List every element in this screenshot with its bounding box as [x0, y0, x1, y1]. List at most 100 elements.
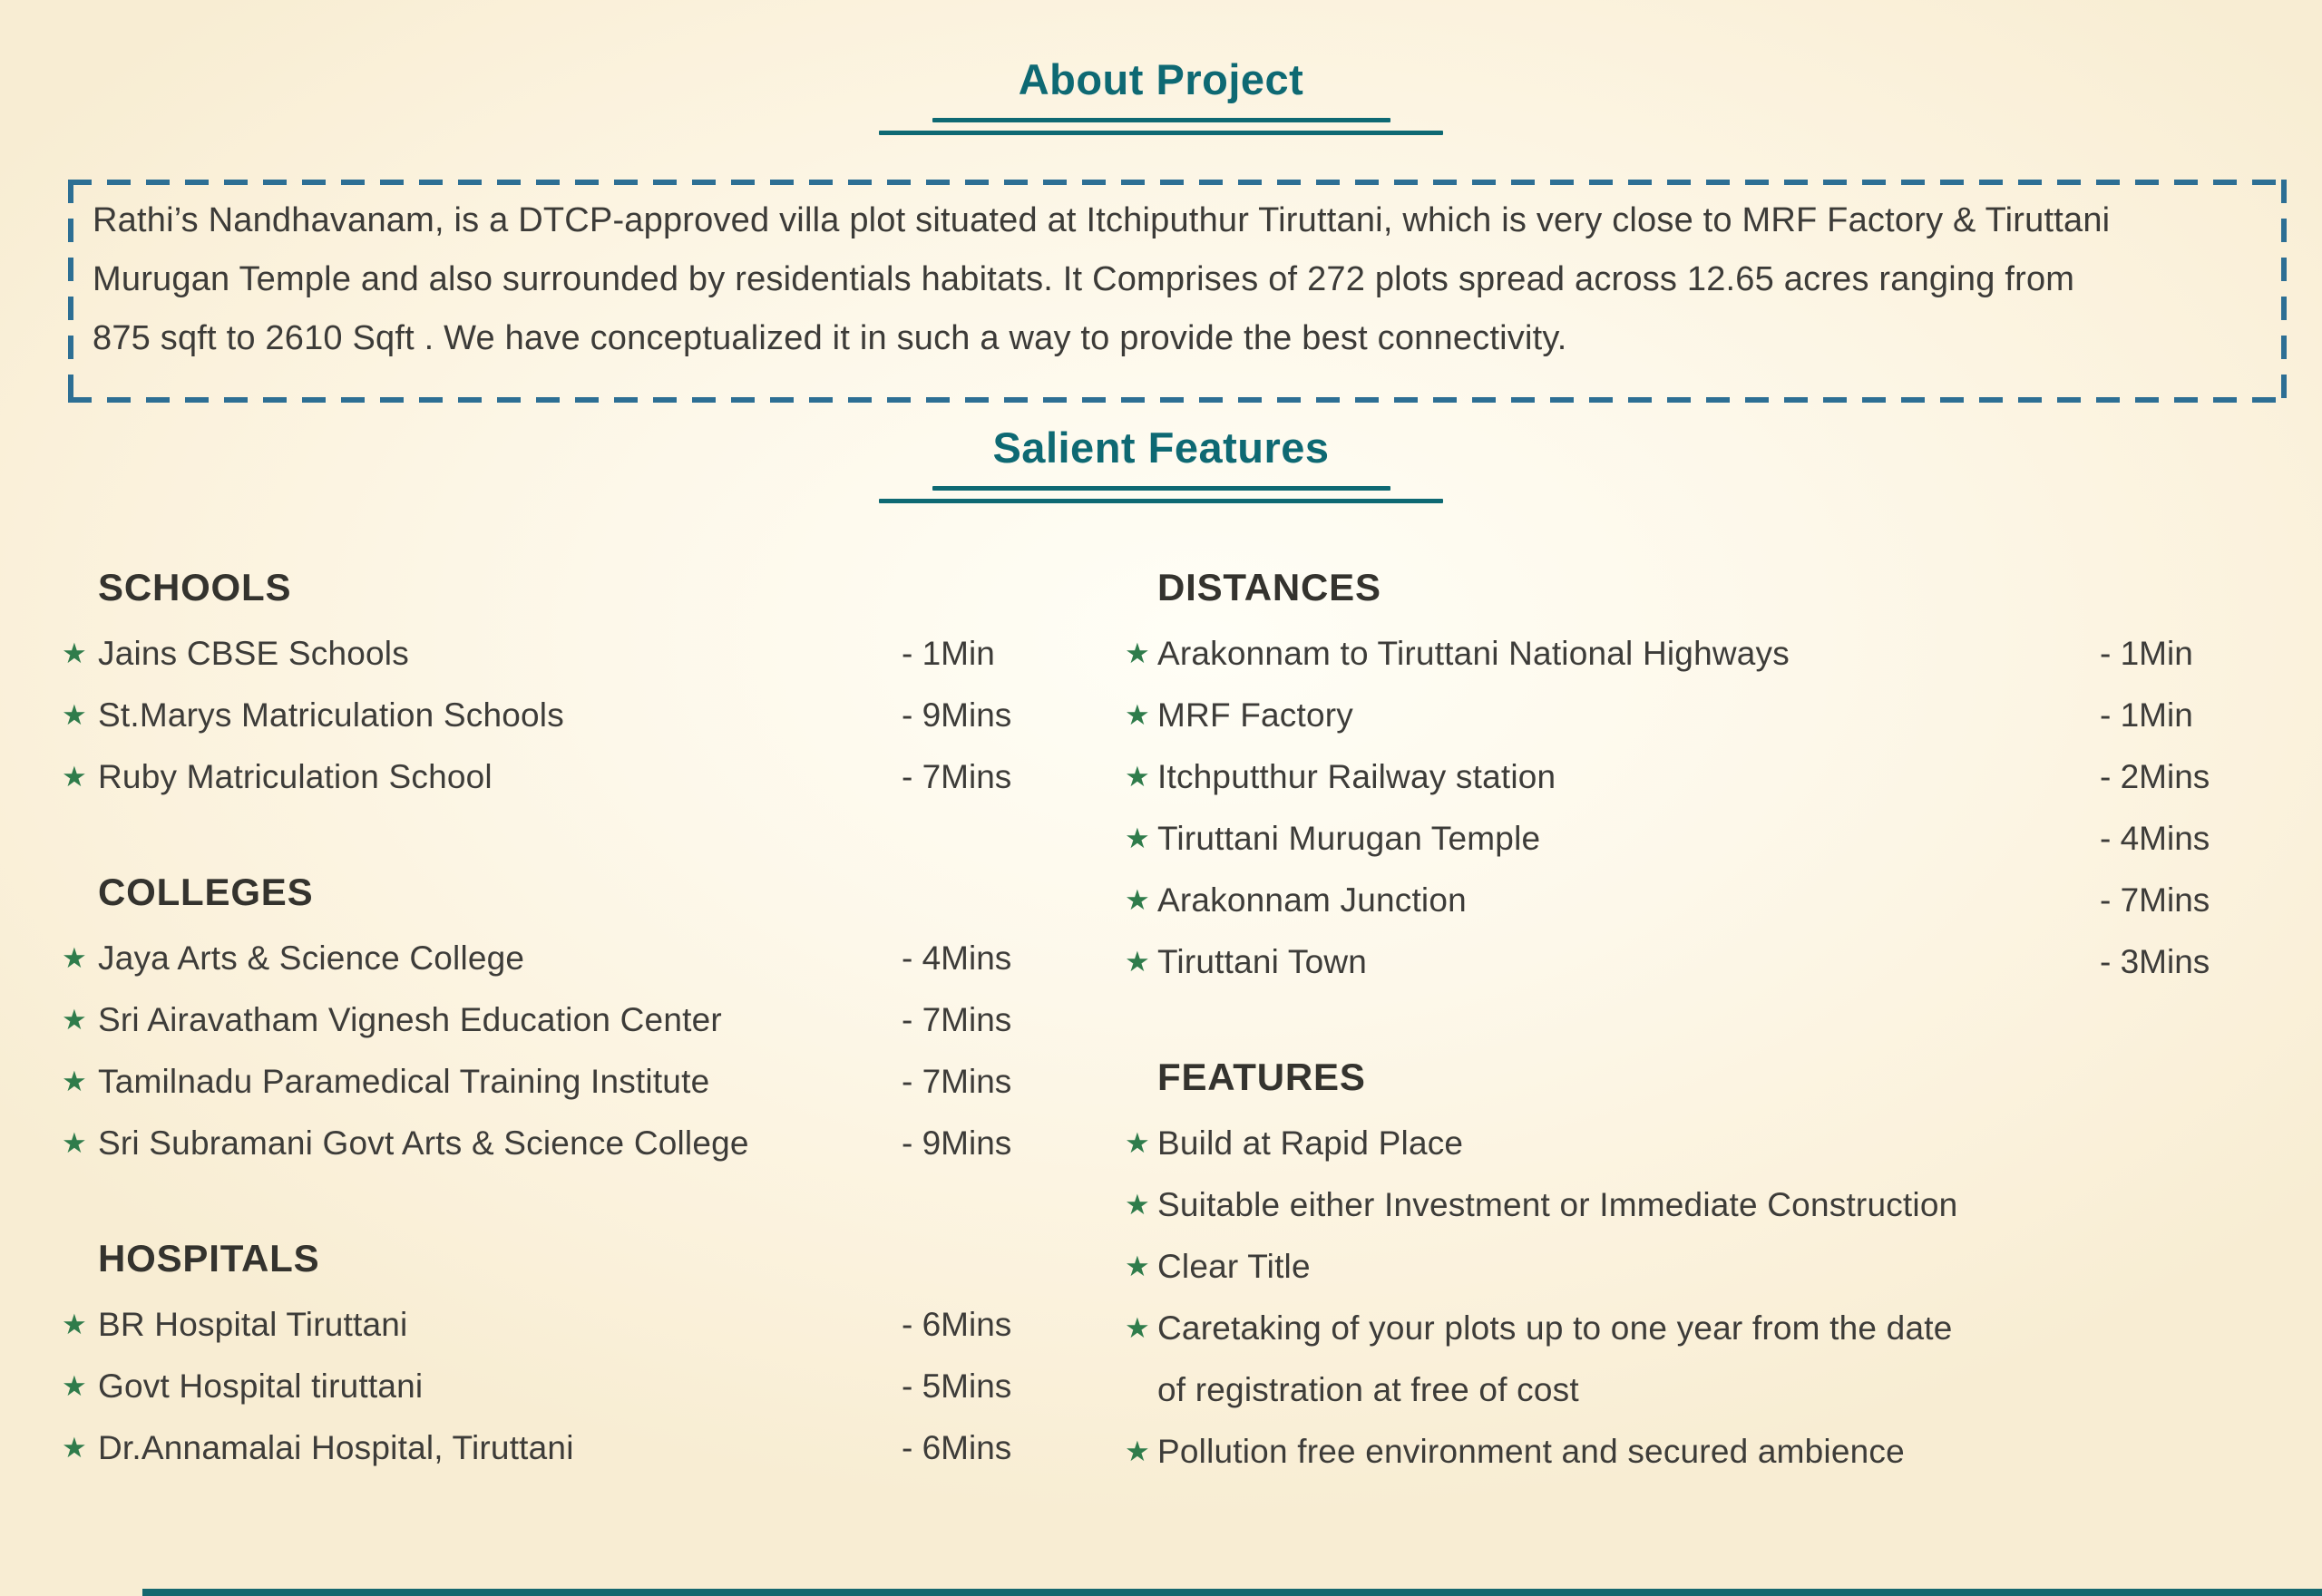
- list-item: ★ Pollution free environment and secured …: [1125, 1421, 2245, 1483]
- salient-features-title-block: Salient Features: [0, 423, 2322, 503]
- item-label: Sri Airavatham Vignesh Education Center: [98, 1001, 722, 1038]
- star-icon: ★: [62, 1127, 87, 1159]
- list-item: ★ MRF Factory - 1Min: [1125, 685, 2245, 746]
- salient-title-underline-long: [879, 499, 1443, 503]
- dashed-border-top: [68, 180, 2287, 185]
- right-column: DISTANCES ★ Arakonnam to Tiruttani Nationa…: [1125, 556, 2245, 1483]
- item-label: Pollution free environment and secured a…: [1157, 1421, 2245, 1483]
- list-item: ★ Sri Airavatham Vignesh Education Center…: [62, 989, 1021, 1051]
- salient-features-title: Salient Features: [992, 423, 1330, 472]
- star-icon: ★: [1125, 1312, 1150, 1344]
- list-item: ★ Caretaking of your plots up to one year…: [1125, 1298, 2245, 1421]
- section-heading: FEATURES: [1157, 1056, 1366, 1098]
- item-label: MRF Factory: [1157, 696, 1353, 734]
- star-icon: ★: [62, 761, 87, 793]
- list-item: ★ Ruby Matriculation School - 7Mins: [62, 746, 1021, 808]
- item-label: Ruby Matriculation School: [98, 758, 493, 795]
- star-icon: ★: [1125, 1435, 1150, 1467]
- star-icon: ★: [1125, 637, 1150, 669]
- item-time: - 7Mins: [902, 1063, 1012, 1100]
- item-label-line: Build at Rapid Place: [1157, 1124, 1464, 1162]
- left-column: SCHOOLS ★ Jains CBSE Schools - 1Min ★ St.Mary…: [62, 556, 1021, 1479]
- about-title: About Project: [1018, 55, 1304, 103]
- item-label: Suitable either Investment or Immediate …: [1157, 1174, 2245, 1236]
- about-description-box: Rathi’s Nandhavanam, is a DTCP-approved …: [68, 180, 2287, 403]
- list-item: ★ Arakonnam to Tiruttani National Highway…: [1125, 623, 2245, 685]
- star-icon: ★: [62, 699, 87, 731]
- item-label: Tiruttani Town: [1157, 943, 1368, 980]
- item-label-line: Clear Title: [1157, 1248, 1311, 1285]
- item-label: Govt Hospital tiruttani: [98, 1367, 424, 1405]
- section-heading: SCHOOLS: [98, 566, 292, 608]
- about-description-line: 875 sqft to 2610 Sqft . We have conceptu…: [93, 319, 1567, 357]
- about-title-block: About Project: [0, 54, 2322, 135]
- item-label-line: Caretaking of your plots up to one year …: [1157, 1309, 1953, 1347]
- item-label: Sri Subramani Govt Arts & Science Colleg…: [98, 1124, 749, 1162]
- list-item: ★ Tiruttani Town - 3Mins: [1125, 931, 2245, 993]
- item-label: Itchputthur Railway station: [1157, 758, 1556, 795]
- dashed-border-left: [68, 180, 73, 403]
- item-time: - 1Min: [2100, 696, 2193, 734]
- list-item: ★ Itchputthur Railway station - 2Mins: [1125, 746, 2245, 808]
- star-icon: ★: [1125, 946, 1150, 978]
- about-description-line: Rathi’s Nandhavanam, is a DTCP-approved …: [93, 201, 2111, 239]
- list-item: ★ Dr.Annamalai Hospital, Tiruttani - 6Mins: [62, 1417, 1021, 1479]
- about-description: Rathi’s Nandhavanam, is a DTCP-approved …: [68, 180, 2287, 368]
- bottom-accent-bar: [142, 1589, 2322, 1596]
- section-heading: COLLEGES: [98, 871, 314, 913]
- salient-title-underline-short: [932, 486, 1390, 491]
- item-label: St.Marys Matriculation Schools: [98, 696, 564, 734]
- list-item: ★ Govt Hospital tiruttani - 5Mins: [62, 1356, 1021, 1417]
- star-icon: ★: [1125, 1127, 1150, 1159]
- item-time: - 4Mins: [902, 939, 1012, 977]
- section-heading: HOSPITALS: [98, 1237, 320, 1280]
- star-icon: ★: [1125, 1189, 1150, 1221]
- list-item: ★ Jaya Arts & Science College - 4Mins: [62, 928, 1021, 989]
- list-item: ★ St.Marys Matriculation Schools - 9Mins: [62, 685, 1021, 746]
- item-time: - 1Min: [902, 635, 995, 672]
- star-icon: ★: [1125, 822, 1150, 854]
- section-heading: DISTANCES: [1157, 566, 1381, 608]
- item-time: - 6Mins: [902, 1429, 1012, 1466]
- item-label: Clear Title: [1157, 1236, 2245, 1298]
- star-icon: ★: [62, 1370, 87, 1402]
- star-icon: ★: [1125, 761, 1150, 793]
- item-time: - 1Min: [2100, 635, 2193, 672]
- item-label: Arakonnam Junction: [1157, 881, 1467, 919]
- star-icon: ★: [62, 942, 87, 974]
- item-label: Tamilnadu Paramedical Training Institute: [98, 1063, 710, 1100]
- item-time: - 5Mins: [902, 1367, 1012, 1405]
- star-icon: ★: [62, 1432, 87, 1464]
- item-label: Dr.Annamalai Hospital, Tiruttani: [98, 1429, 574, 1466]
- list-item: ★ Arakonnam Junction - 7Mins: [1125, 870, 2245, 931]
- item-time: - 7Mins: [2100, 881, 2210, 919]
- item-label: Jaya Arts & Science College: [98, 939, 525, 977]
- star-icon: ★: [62, 1066, 87, 1097]
- star-icon: ★: [62, 1004, 87, 1036]
- list-item: ★ Build at Rapid Place: [1125, 1113, 2245, 1174]
- about-title-underline-short: [932, 118, 1390, 122]
- star-icon: ★: [1125, 1251, 1150, 1282]
- list-item: ★ Jains CBSE Schools - 1Min: [62, 623, 1021, 685]
- about-title-underline-long: [879, 131, 1443, 135]
- item-label-line: Pollution free environment and secured a…: [1157, 1433, 1905, 1470]
- list-item: ★ Clear Title: [1125, 1236, 2245, 1298]
- item-label: Tiruttani Murugan Temple: [1157, 820, 1541, 857]
- dashed-border-bottom: [68, 397, 2287, 403]
- list-item: ★ Sri Subramani Govt Arts & Science Colle…: [62, 1113, 1021, 1174]
- star-icon: ★: [62, 1309, 87, 1340]
- item-time: - 9Mins: [902, 1124, 1012, 1162]
- item-time: - 9Mins: [902, 696, 1012, 734]
- about-description-line: Murugan Temple and also surrounded by re…: [93, 260, 2075, 298]
- dashed-border-right: [2281, 180, 2287, 403]
- item-label-line: Suitable either Investment or Immediate …: [1157, 1186, 1958, 1223]
- item-label: BR Hospital Tiruttani: [98, 1306, 408, 1343]
- item-time: - 3Mins: [2100, 943, 2210, 980]
- item-time: - 7Mins: [902, 1001, 1012, 1038]
- item-label: Arakonnam to Tiruttani National Highways: [1157, 635, 1790, 672]
- star-icon: ★: [1125, 699, 1150, 731]
- item-label: Build at Rapid Place: [1157, 1113, 2245, 1174]
- item-label: Caretaking of your plots up to one year …: [1157, 1298, 2245, 1421]
- item-time: - 6Mins: [902, 1306, 1012, 1343]
